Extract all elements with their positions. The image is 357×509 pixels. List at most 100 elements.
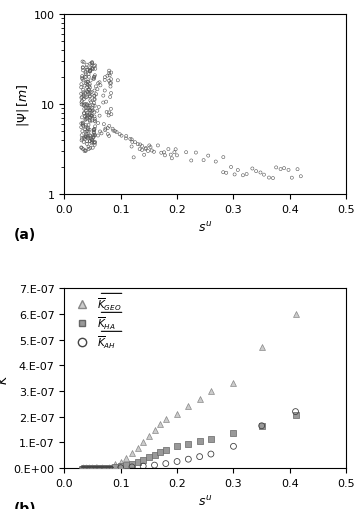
Point — [90, 102, 96, 110]
Point — [84, 66, 90, 74]
Point — [85, 463, 91, 471]
Point — [102, 125, 108, 133]
$\overline{K}_{AH}$ — [174, 458, 180, 466]
Point — [85, 133, 91, 141]
Point — [89, 464, 95, 472]
Point — [87, 463, 92, 471]
Point — [114, 129, 120, 137]
Point — [94, 462, 100, 470]
Point — [92, 118, 97, 126]
Point — [91, 464, 97, 472]
Point — [80, 464, 86, 472]
Point — [85, 124, 91, 132]
Point — [146, 142, 152, 150]
Point — [98, 464, 104, 472]
Point — [109, 464, 115, 472]
Point — [95, 464, 100, 472]
Point — [92, 123, 98, 131]
Point — [108, 463, 114, 471]
Point — [96, 463, 101, 471]
Point — [91, 63, 97, 71]
Point — [109, 462, 115, 470]
$\overline{K}_{GEO}$ — [152, 426, 157, 434]
Point — [87, 68, 92, 76]
Point — [228, 163, 234, 172]
Point — [80, 67, 86, 75]
Point — [88, 135, 94, 144]
Point — [97, 464, 103, 472]
Point — [141, 151, 147, 159]
Point — [106, 464, 111, 472]
Text: (a): (a) — [14, 228, 36, 241]
Point — [109, 463, 115, 471]
Point — [87, 463, 92, 471]
Point — [81, 105, 87, 114]
Point — [105, 464, 111, 472]
Point — [92, 132, 97, 140]
Point — [106, 70, 112, 78]
Point — [100, 92, 106, 100]
Point — [86, 102, 91, 110]
Point — [273, 164, 279, 172]
Point — [166, 146, 171, 154]
Point — [86, 144, 91, 152]
Point — [80, 464, 86, 472]
Point — [85, 464, 91, 472]
Point — [99, 463, 105, 471]
Point — [87, 463, 92, 471]
Point — [87, 90, 93, 98]
Point — [96, 463, 102, 471]
Point — [84, 64, 89, 72]
Point — [97, 463, 103, 471]
X-axis label: $s^u$: $s^u$ — [198, 220, 212, 234]
Point — [91, 464, 97, 472]
Point — [86, 462, 92, 470]
Point — [86, 463, 92, 471]
Point — [95, 464, 100, 472]
$\overline{K}_{HA}$ — [293, 412, 298, 420]
Point — [79, 144, 84, 152]
Point — [98, 464, 104, 472]
Point — [132, 139, 138, 147]
Point — [91, 129, 96, 137]
Point — [100, 464, 106, 472]
Point — [129, 136, 135, 144]
Point — [88, 99, 94, 107]
Point — [96, 464, 101, 472]
Point — [97, 464, 103, 472]
Point — [105, 463, 110, 471]
Point — [87, 104, 92, 112]
Point — [84, 138, 90, 146]
Point — [81, 464, 86, 472]
Point — [84, 94, 90, 102]
Point — [95, 86, 100, 94]
Point — [143, 146, 149, 154]
Point — [97, 464, 103, 472]
Point — [105, 463, 111, 471]
Point — [108, 464, 114, 472]
$\overline{K}_{HA}$ — [186, 440, 191, 448]
Point — [89, 464, 95, 472]
Point — [87, 107, 93, 115]
Point — [87, 137, 92, 146]
Point — [87, 97, 93, 105]
Point — [102, 77, 107, 85]
Point — [84, 134, 90, 143]
Point — [83, 107, 89, 116]
Point — [81, 464, 87, 472]
Point — [278, 165, 283, 174]
$\overline{K}_{AH}$ — [231, 442, 236, 450]
Point — [94, 464, 100, 472]
Point — [83, 124, 89, 132]
Point — [87, 114, 93, 122]
Point — [83, 464, 89, 472]
Point — [100, 464, 105, 472]
Point — [79, 81, 84, 89]
Point — [86, 122, 91, 130]
Point — [87, 111, 92, 119]
$\overline{K}_{HA}$ — [197, 437, 202, 445]
Point — [105, 463, 110, 471]
Point — [107, 80, 113, 88]
Point — [96, 464, 102, 472]
Point — [127, 135, 133, 144]
